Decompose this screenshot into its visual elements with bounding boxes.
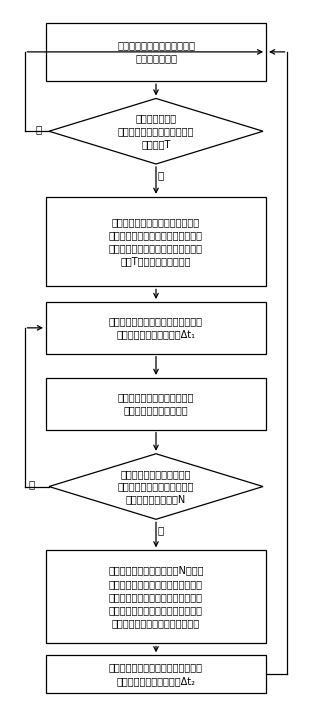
Text: 是: 是 — [158, 525, 164, 535]
Bar — [46, 378, 266, 429]
Text: 检测控制集成电路采集一次光
电转换器件的输出电压值: 检测控制集成电路采集一次光 电转换器件的输出电压值 — [118, 392, 194, 415]
Text: 检测控制集成电路控制关闭光源，等
待预设定的光源休眠延时Δt₂: 检测控制集成电路控制关闭光源，等 待预设定的光源休眠延时Δt₂ — [109, 662, 203, 686]
Text: 检测控制集成电路控制开启光源，等
待预设定的光源稳定延时Δt₁: 检测控制集成电路控制开启光源，等 待预设定的光源稳定延时Δt₁ — [109, 316, 203, 339]
Bar — [46, 302, 266, 353]
Text: 否: 否 — [28, 479, 34, 489]
Text: 是: 是 — [35, 124, 41, 134]
Polygon shape — [49, 454, 263, 520]
Text: 否: 否 — [158, 170, 164, 180]
Polygon shape — [49, 99, 263, 164]
Text: 检测控制集成电路计算最近N次采集
的光电转换器件输出电压值的平均电
压值，根据预设定的浊度检测拟合函
数将平均电压值转换为浊度检测值，
并通过信号输出端输出浊度: 检测控制集成电路计算最近N次采集 的光电转换器件输出电压值的平均电 压值，根据预… — [108, 565, 204, 629]
Text: 判断当前采集光电转换器件
输出电压值的次数是否已达到
预设定的求均值次数N: 判断当前采集光电转换器件 输出电压值的次数是否已达到 预设定的求均值次数N — [118, 469, 194, 504]
Text: 判断温度传感器
检测的温度是否达到预设定的
温度阈值T: 判断温度传感器 检测的温度是否达到预设定的 温度阈值T — [118, 113, 194, 149]
Bar — [46, 551, 266, 643]
Text: 检测控制集成电路控制启动电热元
件，对透光镜片进行加热，直至温度
传感器检测的温度达到预设定的温度
阈值T时控制关闭电热元件: 检测控制集成电路控制启动电热元 件，对透光镜片进行加热，直至温度 传感器检测的温… — [109, 217, 203, 266]
Text: 检测控制集成电路获取温度传
感器检测的温度: 检测控制集成电路获取温度传 感器检测的温度 — [117, 40, 195, 63]
Bar — [46, 655, 266, 693]
Bar — [46, 196, 266, 287]
Bar — [46, 23, 266, 81]
